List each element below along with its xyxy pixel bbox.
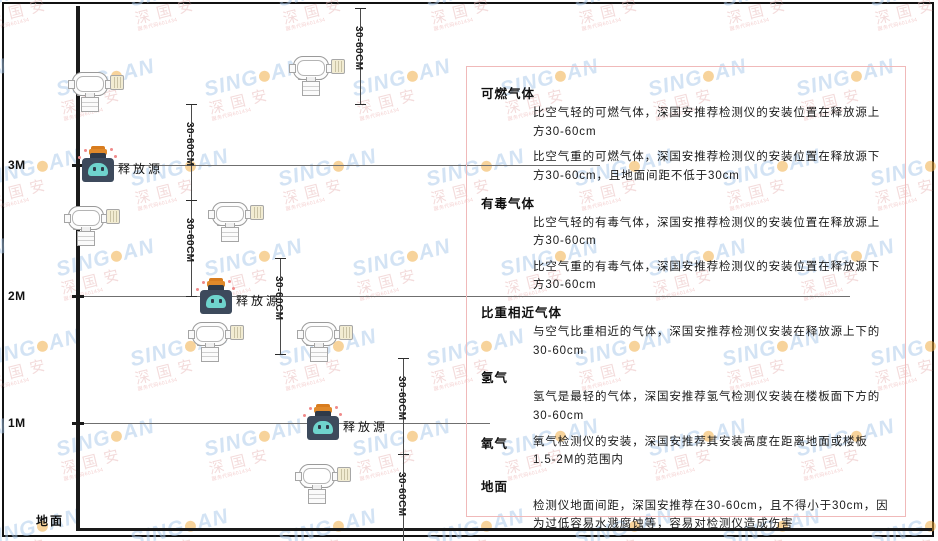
panel-section: 氧气 氧气检测仪的安装，深国安推荐其安装高度在距离地面或楼板1.5-2M的范围内 (481, 433, 891, 470)
dimension-label: 30-60CM (184, 218, 195, 263)
panel-section-title: 可燃气体 (481, 87, 536, 101)
release-source-label: 释放源 (118, 162, 164, 176)
panel-section-text: 比空气重的可燃气体，深国安推荐检测仪的安装位置在释放源下方30-60cm，且地面… (533, 151, 881, 182)
release-source-label: 释放源 (343, 420, 389, 434)
panel-section-title: 氢气 (481, 371, 509, 386)
level-line (80, 296, 850, 297)
panel-section: 有毒气体比空气轻的有毒气体，深国安推荐检测仪的安装位置在释放源上方30-60cm… (481, 193, 891, 296)
dimension-stack: 30-60CM 30-60CM (184, 104, 246, 297)
panel-section-title: 地面 (481, 479, 509, 494)
dimension-label: 30-60CM (396, 376, 407, 421)
level-tick (72, 422, 84, 425)
gas-detector-icon (186, 318, 244, 362)
panel-section-title: 有毒气体 (481, 196, 536, 211)
release-source-label: 释放源 (236, 294, 282, 308)
release-source-icon (303, 404, 343, 444)
panel-section-title: 氧气 (481, 436, 509, 451)
y-axis (76, 6, 80, 530)
level-line (80, 423, 490, 424)
panel-section: 氢气氢气是最轻的气体，深国安推荐氢气检测仪安装在楼板面下方的30-60cm (481, 367, 891, 425)
panel-section: 可燃气体比空气轻的可燃气体，深国安推荐检测仪的安装位置在释放源上方30-60cm… (481, 83, 891, 186)
x-axis-ground (76, 528, 932, 531)
axis-label-1m: 1M (8, 416, 26, 430)
dimension-label: 30-60CM (353, 26, 364, 71)
release-source-icon (196, 278, 236, 318)
gas-detector-guidance-panel: 可燃气体比空气轻的可燃气体，深国安推荐检测仪的安装位置在释放源上方30-60cm… (466, 66, 906, 530)
panel-section-text: 检测仪地面间距，深国安推荐在30-60cm，且不得小于30cm，因为过低容易水溅… (533, 499, 889, 531)
level-tick (72, 164, 84, 167)
panel-section: 地面检测仪地面间距，深国安推荐在30-60cm，且不得小于30cm，因为过低容易… (481, 476, 891, 534)
gas-detector-icon (206, 198, 264, 242)
dimension-stack: 30-60CM (273, 258, 335, 355)
gas-detector-icon (287, 52, 345, 96)
dimension-label: 30-60CM (184, 122, 195, 167)
panel-section-text: 比空气轻的有毒气体，深国安推荐检测仪的安装位置在释放源上方30-60cm (533, 216, 881, 248)
level-tick (72, 295, 84, 298)
dimension-stack: 30-60CM (353, 8, 415, 105)
gas-detector-icon (62, 202, 120, 246)
ground-label: 地面 (36, 514, 65, 528)
dimension-label: 30-60CM (396, 472, 407, 517)
axis-label-3m: 3M (8, 158, 26, 172)
panel-section-text: 比空气轻的可燃气体，深国安推荐检测仪的安装位置在释放源上方30-60cm (533, 107, 881, 138)
gas-detector-icon (295, 318, 353, 362)
axis-label-2m: 2M (8, 289, 26, 303)
panel-section-text: 氢气是最轻的气体，深国安推荐氢气检测仪安装在楼板面下方的30-60cm (533, 391, 881, 422)
release-source-icon (78, 146, 118, 186)
gas-detector-icon (293, 460, 351, 504)
panel-section-text: 与空气比重相近的气体，深国安推荐检测仪安装在释放源上下的30-60cm (533, 326, 881, 357)
panel-section-title: 比重相近气体 (481, 306, 563, 320)
panel-section-text: 比空气重的有毒气体，深国安推荐检测仪的安装位置在释放源下方30-60cm (533, 260, 881, 292)
gas-detector-icon (66, 68, 124, 112)
panel-section-text: 氧气检测仪的安装，深国安推荐其安装高度在距离地面或楼板1.5-2M的范围内 (533, 435, 868, 467)
panel-section: 比重相近气体与空气比重相近的气体，深国安推荐检测仪安装在释放源上下的30-60c… (481, 302, 891, 360)
